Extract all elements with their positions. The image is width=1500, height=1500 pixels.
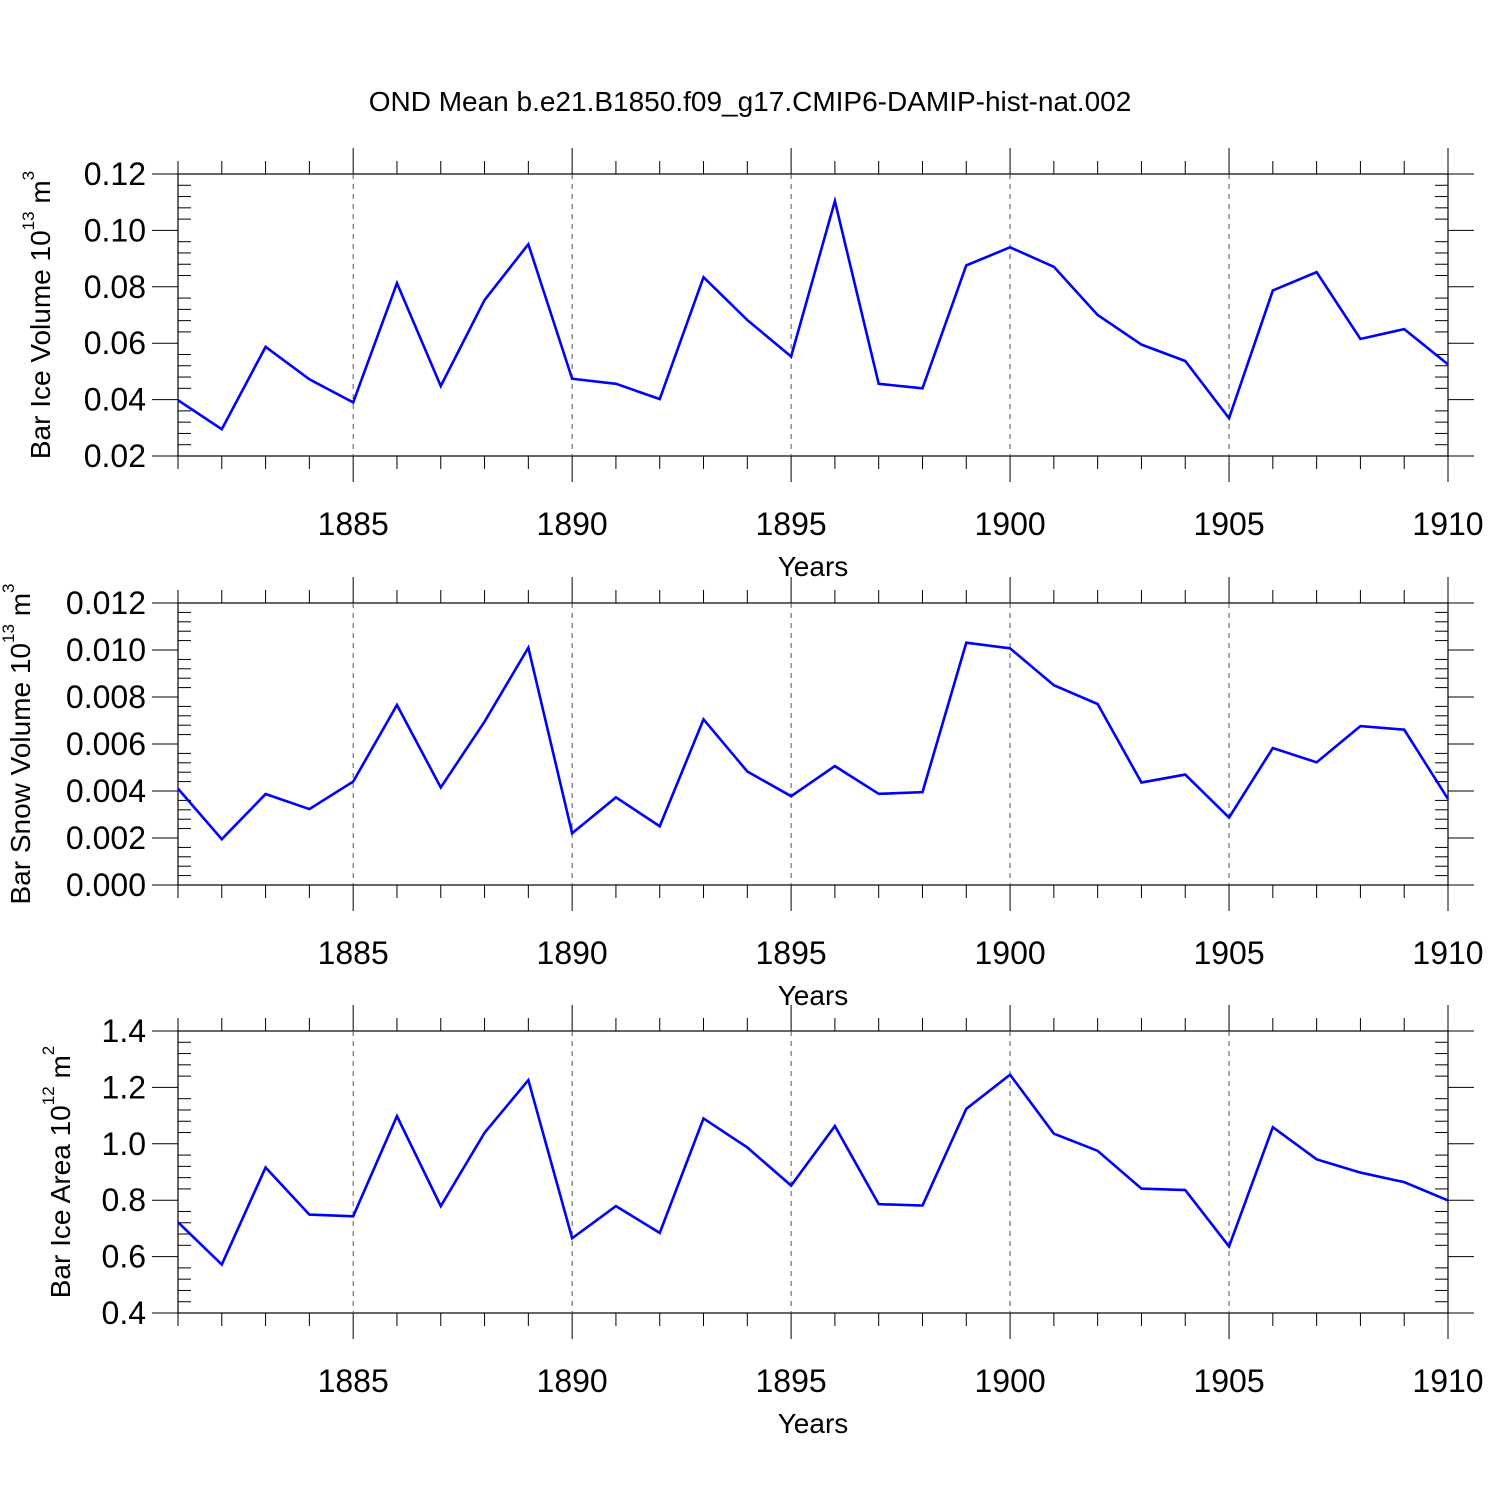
x-tick-label: 1900 — [974, 1363, 1045, 1399]
x-tick-label: 1900 — [974, 935, 1045, 971]
y-axis-title-exponent: 13 — [19, 211, 38, 230]
x-tick-label: 1905 — [1193, 1363, 1264, 1399]
series-line — [177, 1072, 1449, 1267]
x-tick-label: 1890 — [537, 1363, 608, 1399]
y-tick-label: 1.0 — [102, 1126, 146, 1162]
y-axis-title-unit-exponent: 2 — [39, 1046, 58, 1055]
x-tick-label: 1905 — [1193, 506, 1264, 542]
plot-frame — [177, 1030, 1449, 1314]
y-axis-title-unit: m — [5, 593, 36, 624]
y-tick-label: 0.000 — [66, 867, 146, 903]
y-axis-title-text: Bar Ice Area 10 — [45, 1105, 76, 1298]
y-tick-label: 0.6 — [102, 1239, 146, 1275]
x-axis-title: Years — [778, 1408, 849, 1439]
x-tick-label: 1890 — [537, 506, 608, 542]
chart-panel-3: 0.4 0.6 0.8 1.0 1.2 1.4 1885 1890 1895 1900 1905 19… — [39, 1005, 1484, 1439]
y-tick-label: 0.10 — [84, 212, 146, 248]
series-line — [177, 195, 1449, 432]
y-tick-label: 0.8 — [102, 1182, 146, 1218]
series-line — [177, 641, 1450, 842]
plot-frame — [177, 173, 1449, 457]
y-tick-label: 0.004 — [66, 773, 146, 809]
y-axis-title-unit: m — [45, 1055, 76, 1086]
y-axis-title-exponent: 12 — [39, 1086, 58, 1105]
y-axis-title: Bar Snow Volume 1013 m3 — [0, 584, 36, 905]
x-tick-label: 1895 — [756, 1363, 827, 1399]
y-tick-label: 0.02 — [84, 438, 146, 474]
y-tick-label: 0.008 — [66, 679, 146, 715]
y-tick-label: 0.010 — [66, 632, 146, 668]
x-tick-label: 1895 — [756, 935, 827, 971]
x-axis-title: Years — [778, 980, 849, 1011]
y-axis-title-text: Bar Ice Volume 10 — [25, 230, 56, 459]
y-tick-label: 0.002 — [66, 820, 146, 856]
y-tick-label: 0.4 — [102, 1295, 146, 1331]
x-tick-label: 1885 — [318, 1363, 389, 1399]
y-axis-title-exponent: 13 — [0, 624, 18, 643]
x-tick-label: 1890 — [537, 935, 608, 971]
y-tick-label: 1.4 — [102, 1013, 146, 1049]
y-axis-title: Bar Ice Volume 1013 m3 — [19, 171, 56, 459]
y-tick-label: 0.06 — [84, 325, 146, 361]
panels: 0.02 0.04 0.06 0.08 0.10 0.12 1885 1890 1895 1900… — [0, 148, 1484, 1439]
y-tick-label: 0.08 — [84, 269, 146, 305]
x-tick-label: 1900 — [974, 506, 1045, 542]
x-tick-label: 1910 — [1412, 506, 1483, 542]
x-tick-label: 1905 — [1193, 935, 1264, 971]
y-tick-label: 0.006 — [66, 726, 146, 762]
x-tick-label: 1910 — [1412, 935, 1483, 971]
figure-title: OND Mean b.e21.B1850.f09_g17.CMIP6-DAMIP… — [369, 86, 1132, 117]
x-tick-label: 1885 — [318, 506, 389, 542]
y-tick-label: 0.012 — [66, 585, 146, 621]
x-tick-label: 1895 — [756, 506, 827, 542]
y-tick-label: 0.04 — [84, 382, 146, 418]
chart-panel-1: 0.02 0.04 0.06 0.08 0.10 0.12 1885 1890 1895 1900… — [19, 148, 1484, 582]
x-tick-label: 1885 — [318, 935, 389, 971]
y-tick-label: 1.2 — [102, 1069, 146, 1105]
y-axis-title-unit-exponent: 3 — [19, 171, 38, 180]
y-axis-title-unit-exponent: 3 — [0, 584, 18, 593]
x-tick-label: 1910 — [1412, 1363, 1483, 1399]
x-axis-title: Years — [778, 551, 849, 582]
y-axis-title-unit: m — [25, 180, 56, 211]
chart-panel-2: 0.000 0.002 0.004 0.006 0.008 0.010 0.012 1885 1… — [0, 577, 1484, 1011]
y-axis-title-text: Bar Snow Volume 10 — [5, 643, 36, 905]
y-tick-label: 0.12 — [84, 156, 146, 192]
y-axis-title: Bar Ice Area 1012 m2 — [39, 1046, 76, 1299]
